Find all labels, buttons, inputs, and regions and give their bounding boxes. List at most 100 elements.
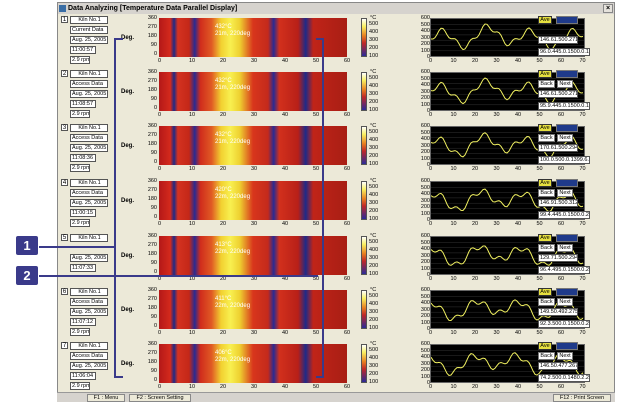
- profile-y-tick: 200: [420, 313, 430, 319]
- heatmap-x-tick: 60: [344, 276, 351, 282]
- back-button[interactable]: Back: [538, 298, 555, 306]
- view-toggle-button[interactable]: [556, 70, 578, 78]
- profile-x-tick: 60: [558, 330, 565, 336]
- close-button[interactable]: ×: [603, 4, 613, 13]
- next-button[interactable]: Next: [557, 189, 573, 197]
- f12-print-screen-button[interactable]: F12 : Print Screen: [553, 394, 611, 402]
- next-button[interactable]: Next: [557, 244, 573, 252]
- f2-screen-setting-button[interactable]: F2 : Screen Setting: [129, 394, 191, 402]
- profile-y-tick: 100: [420, 210, 430, 217]
- max-temp-position: 21m, 220deg: [215, 31, 251, 37]
- kiln-button[interactable]: Kiln No.1: [70, 124, 108, 132]
- next-button[interactable]: Next: [557, 134, 573, 142]
- profile-x-tick: 20: [472, 276, 479, 282]
- profile-x-tick: 20: [472, 58, 479, 64]
- heatmap-x-tick: 0: [158, 330, 162, 336]
- heatmap-annotation: 432°C 21m, 220deg: [215, 132, 250, 146]
- profile-x-tick: 70: [579, 166, 586, 172]
- profile-x-tick: 70: [579, 221, 586, 227]
- heatmap-x-tick: 20: [220, 221, 227, 227]
- ave-button[interactable]: Ave: [538, 124, 552, 132]
- colorbar-tick: 400: [369, 137, 379, 143]
- colorbar: [361, 290, 367, 329]
- heatmap-y-tick: 180: [147, 305, 157, 311]
- profile-y-tick: 600: [420, 178, 430, 184]
- view-toggle-button[interactable]: [556, 342, 578, 350]
- profile-y-tick: 400: [420, 136, 430, 142]
- profile-x-tick: 70: [579, 112, 586, 118]
- view-toggle-button[interactable]: [556, 179, 578, 187]
- ave-button[interactable]: Ave: [538, 342, 552, 350]
- ave-button[interactable]: Ave: [538, 16, 552, 24]
- colorbar-unit: °C: [370, 178, 377, 184]
- data-mode-field: Current Data: [70, 26, 108, 34]
- heatmap-y-tick: 270: [147, 24, 157, 30]
- colorbar-unit: °C: [370, 287, 377, 293]
- view-toggle-button[interactable]: [556, 234, 578, 242]
- profile-y-tick: 0: [426, 162, 430, 168]
- kiln-button[interactable]: Kiln No.1: [70, 179, 108, 187]
- heatmap-x-tick: 10: [189, 330, 196, 336]
- view-toggle-button[interactable]: [556, 16, 578, 24]
- heatmap-x-tick: 40: [282, 276, 289, 282]
- profile-y-tick: 300: [420, 360, 430, 367]
- colorbar-unit: °C: [370, 69, 377, 75]
- colorbar: [361, 181, 367, 220]
- profile-y-tick: 200: [420, 41, 430, 47]
- next-button[interactable]: Next: [557, 80, 573, 88]
- profile-x-tick: 60: [558, 58, 565, 64]
- profile-y-tick: 100: [420, 265, 430, 272]
- row-number: 5: [61, 234, 68, 241]
- profile-x-tick: 70: [579, 330, 586, 336]
- f1-menu-button[interactable]: F1 : Menu: [87, 394, 125, 402]
- kiln-button[interactable]: Kiln No.1: [70, 342, 108, 350]
- profile-y-tick: 400: [420, 300, 430, 306]
- back-button[interactable]: Back: [538, 134, 555, 142]
- profile-y-tick: 500: [420, 293, 430, 300]
- profile-x-tick: 10: [450, 221, 457, 227]
- colorbar-tick: 500: [369, 293, 379, 299]
- next-button[interactable]: Next: [557, 298, 573, 306]
- kiln-button[interactable]: Kiln No.1: [70, 70, 108, 78]
- colorbar-tick: 200: [369, 153, 379, 159]
- heatmap-y-tick: 0: [153, 377, 157, 383]
- profile-y-tick: 300: [420, 34, 430, 41]
- profile-x-tick: 30: [493, 330, 500, 336]
- summary-values-1: 149.50.492.275: [538, 308, 578, 316]
- heatmap-y-tick: 0: [153, 214, 157, 220]
- heatmap-y-tick: 180: [147, 196, 157, 202]
- back-button[interactable]: Back: [538, 80, 555, 88]
- view-toggle-button[interactable]: [556, 288, 578, 296]
- heatmap-y-label: Deg.: [121, 143, 135, 149]
- profile-y-tick: 400: [420, 354, 430, 360]
- kiln-button[interactable]: Kiln No.1: [70, 288, 108, 296]
- heatmap-x-tick: 20: [220, 58, 227, 64]
- back-button[interactable]: Back: [538, 244, 555, 252]
- profile-y-tick: 600: [420, 69, 430, 75]
- heatmap-x-tick: 20: [220, 330, 227, 336]
- next-button[interactable]: Next: [557, 352, 573, 360]
- kiln-button[interactable]: Kiln No.1: [70, 16, 108, 24]
- view-toggle-button[interactable]: [556, 124, 578, 132]
- temperature-heatmap: 432°C 21m, 220deg: [159, 72, 347, 111]
- kiln-button[interactable]: Kiln No.1: [70, 234, 108, 242]
- colorbar-tick: 100: [369, 379, 379, 385]
- ave-button[interactable]: Ave: [538, 70, 552, 78]
- callout-bracket-colorbar: [316, 38, 324, 378]
- ave-button[interactable]: Ave: [538, 288, 552, 296]
- date-field: Aug. 25, 2005: [70, 362, 108, 370]
- heatmap-annotation: 432°C 21m, 220deg: [215, 78, 250, 92]
- heatmap-y-tick: 270: [147, 296, 157, 302]
- profile-y-tick: 500: [420, 239, 430, 246]
- heatmap-x-tick: 10: [189, 166, 196, 172]
- heatmap-y-tick: 360: [147, 15, 157, 21]
- heatmap-x-tick: 60: [344, 221, 351, 227]
- ave-button[interactable]: Ave: [538, 179, 552, 187]
- back-button[interactable]: Back: [538, 189, 555, 197]
- back-button[interactable]: Back: [538, 352, 555, 360]
- callout-1: 1: [16, 236, 38, 255]
- app-icon: [59, 5, 66, 12]
- ave-button[interactable]: Ave: [538, 234, 552, 242]
- colorbar-tick: 300: [369, 255, 379, 261]
- rpm-field: 2.9 rpm: [70, 328, 90, 336]
